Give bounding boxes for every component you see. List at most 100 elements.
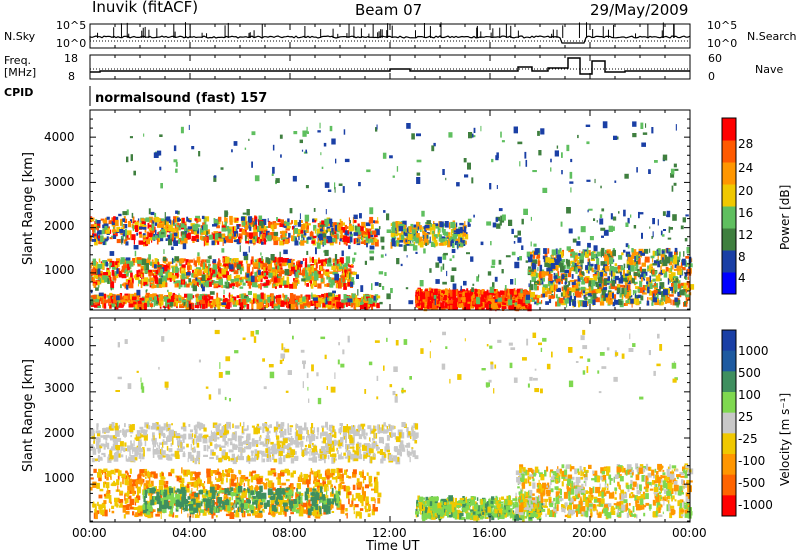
heatmap-cell xyxy=(514,235,518,238)
heatmap-cell xyxy=(457,302,459,307)
heatmap-cell xyxy=(312,235,317,239)
heatmap-cell xyxy=(255,219,257,225)
heatmap-cell xyxy=(175,168,178,173)
heatmap-cell xyxy=(171,228,176,232)
heatmap-cell xyxy=(169,276,171,280)
heatmap-cell xyxy=(570,158,573,163)
heatmap-cell xyxy=(504,285,507,291)
heatmap-cell xyxy=(240,276,246,280)
heatmap-cell xyxy=(607,276,610,281)
heatmap-cell xyxy=(358,299,361,303)
heatmap-cell xyxy=(683,251,685,257)
heatmap-cell xyxy=(468,132,473,139)
heatmap-cell xyxy=(573,265,577,272)
heatmap-cell xyxy=(121,265,125,271)
heatmap-cell xyxy=(324,249,329,256)
heatmap-cell xyxy=(550,158,552,163)
heatmap-cell xyxy=(279,251,281,258)
heatmap-cell xyxy=(186,272,191,276)
heatmap-cell xyxy=(322,233,327,238)
heatmap-cell xyxy=(273,238,279,246)
heatmap-cell xyxy=(362,491,366,498)
heatmap-cell xyxy=(549,258,554,264)
heatmap-cell xyxy=(280,300,285,307)
heatmap-cell xyxy=(140,271,145,278)
heatmap-cell xyxy=(315,247,317,255)
heatmap-cell xyxy=(349,269,352,275)
heatmap-cell xyxy=(249,223,252,229)
heatmap-cell xyxy=(264,272,266,276)
heatmap-cell xyxy=(97,294,100,300)
heatmap-cell xyxy=(124,266,126,270)
heatmap-cell xyxy=(540,280,542,284)
heatmap-cell xyxy=(659,278,662,282)
heatmap-cell xyxy=(289,270,293,276)
heatmap-cell xyxy=(261,228,263,234)
heatmap-cell xyxy=(399,240,404,243)
heatmap-cell xyxy=(204,305,207,308)
heatmap-cell xyxy=(412,245,418,251)
heatmap-cell xyxy=(238,299,241,306)
heatmap-cell xyxy=(417,290,420,296)
heatmap-cell xyxy=(265,257,269,263)
heatmap-cell xyxy=(375,229,380,236)
heatmap-cell xyxy=(169,233,174,240)
heatmap-cell xyxy=(571,280,576,285)
heatmap-cell xyxy=(557,296,561,304)
heatmap-cell xyxy=(327,228,331,232)
heatmap-cell xyxy=(204,279,207,285)
heatmap-cell xyxy=(621,287,625,295)
heatmap-cell xyxy=(544,291,548,298)
heatmap-cell xyxy=(623,209,626,217)
heatmap-cell xyxy=(593,218,596,221)
heatmap-cell xyxy=(90,299,94,306)
heatmap-cell xyxy=(511,228,514,234)
heatmap-cell xyxy=(97,267,101,275)
heatmap-cell xyxy=(108,275,111,281)
heatmap-cell xyxy=(116,295,120,301)
heatmap-cell xyxy=(477,289,480,295)
heatmap-cell xyxy=(505,255,511,258)
heatmap-cell xyxy=(128,270,133,273)
heatmap-cell xyxy=(593,245,598,252)
heatmap-cell xyxy=(586,247,589,254)
heatmap-cell xyxy=(154,222,158,226)
heatmap-cell xyxy=(475,305,479,311)
heatmap-cell xyxy=(332,238,336,243)
heatmap-cell xyxy=(115,216,119,222)
heatmap-cell xyxy=(120,295,122,300)
heatmap-cell xyxy=(305,272,309,277)
heatmap-cell xyxy=(244,275,247,278)
heatmap-cell xyxy=(96,304,101,308)
heatmap-cell xyxy=(114,271,118,276)
heatmap-cell xyxy=(254,271,257,277)
heatmap-cell xyxy=(178,283,181,289)
heatmap-cell xyxy=(639,280,643,287)
heatmap-cell xyxy=(312,267,318,273)
heatmap-cell xyxy=(474,293,478,297)
heatmap-cell xyxy=(650,255,655,259)
heatmap-cell xyxy=(438,301,441,305)
heatmap-cell xyxy=(242,251,248,256)
heatmap-cell xyxy=(406,255,408,258)
heatmap-cell xyxy=(654,287,658,290)
heatmap-cell xyxy=(165,224,170,227)
heatmap-cell xyxy=(444,221,449,228)
heatmap-cell xyxy=(512,293,517,299)
heatmap-cell xyxy=(624,275,628,280)
heatmap-cell xyxy=(182,243,187,250)
heatmap-cell xyxy=(298,261,303,268)
heatmap-cell xyxy=(361,221,366,228)
heatmap-cell xyxy=(289,264,292,269)
heatmap-cell xyxy=(111,303,115,308)
heatmap-cell xyxy=(91,276,95,282)
heatmap-cell xyxy=(101,262,105,270)
heatmap-cell xyxy=(555,278,561,284)
heatmap-cell xyxy=(352,217,354,224)
heatmap-cell xyxy=(97,230,102,235)
heatmap-cell xyxy=(576,241,581,246)
heatmap-cell xyxy=(306,225,309,230)
heatmap-cell xyxy=(534,284,538,291)
heatmap-cell xyxy=(282,280,287,286)
heatmap-cell xyxy=(97,281,100,286)
